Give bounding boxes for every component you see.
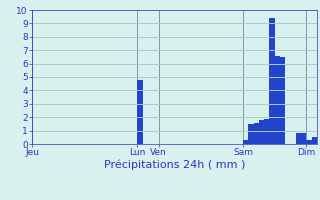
Bar (253, 123, 259, 144)
Bar (264, 119, 269, 144)
Bar (259, 120, 264, 144)
Bar (280, 57, 285, 144)
Bar (306, 140, 312, 144)
Bar (269, 18, 275, 144)
Bar (296, 133, 301, 144)
Bar (248, 124, 253, 144)
X-axis label: Précipitations 24h ( mm ): Précipitations 24h ( mm ) (104, 160, 245, 170)
Bar (275, 56, 280, 144)
Bar (301, 133, 306, 144)
Bar (243, 140, 248, 144)
Bar (312, 137, 317, 144)
Bar (138, 80, 143, 144)
